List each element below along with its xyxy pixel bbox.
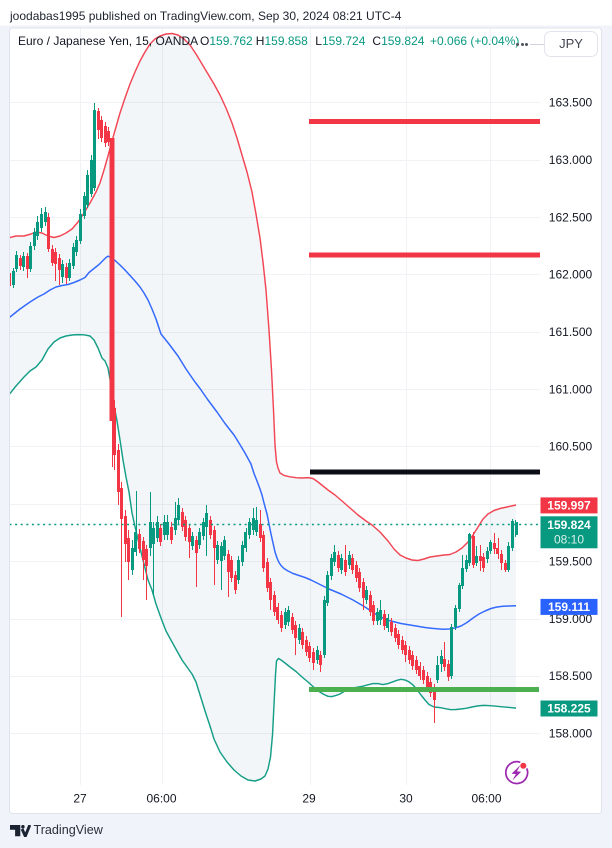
svg-text:29: 29 <box>302 792 316 806</box>
svg-text:06:00: 06:00 <box>146 792 176 806</box>
svg-text:161.500: 161.500 <box>549 325 593 339</box>
svg-text:159.000: 159.000 <box>549 612 593 626</box>
svg-text:159.824: 159.824 <box>547 518 591 532</box>
svg-text:159.997: 159.997 <box>547 499 591 513</box>
svg-text:158.500: 158.500 <box>549 669 593 683</box>
svg-text:163.500: 163.500 <box>549 96 593 110</box>
svg-text:162.000: 162.000 <box>549 268 593 282</box>
svg-text:161.000: 161.000 <box>549 382 593 396</box>
svg-text:158.225: 158.225 <box>547 702 591 716</box>
svg-text:159.111: 159.111 <box>548 600 590 614</box>
svg-text:160.500: 160.500 <box>549 440 593 454</box>
svg-text:08:10: 08:10 <box>554 533 584 547</box>
svg-text:30: 30 <box>399 792 413 806</box>
svg-text:27: 27 <box>73 792 87 806</box>
svg-text:06:00: 06:00 <box>471 792 501 806</box>
svg-text:159.500: 159.500 <box>549 554 593 568</box>
svg-text:158.000: 158.000 <box>549 727 593 741</box>
svg-text:162.500: 162.500 <box>549 210 593 224</box>
svg-text:163.000: 163.000 <box>549 153 593 167</box>
